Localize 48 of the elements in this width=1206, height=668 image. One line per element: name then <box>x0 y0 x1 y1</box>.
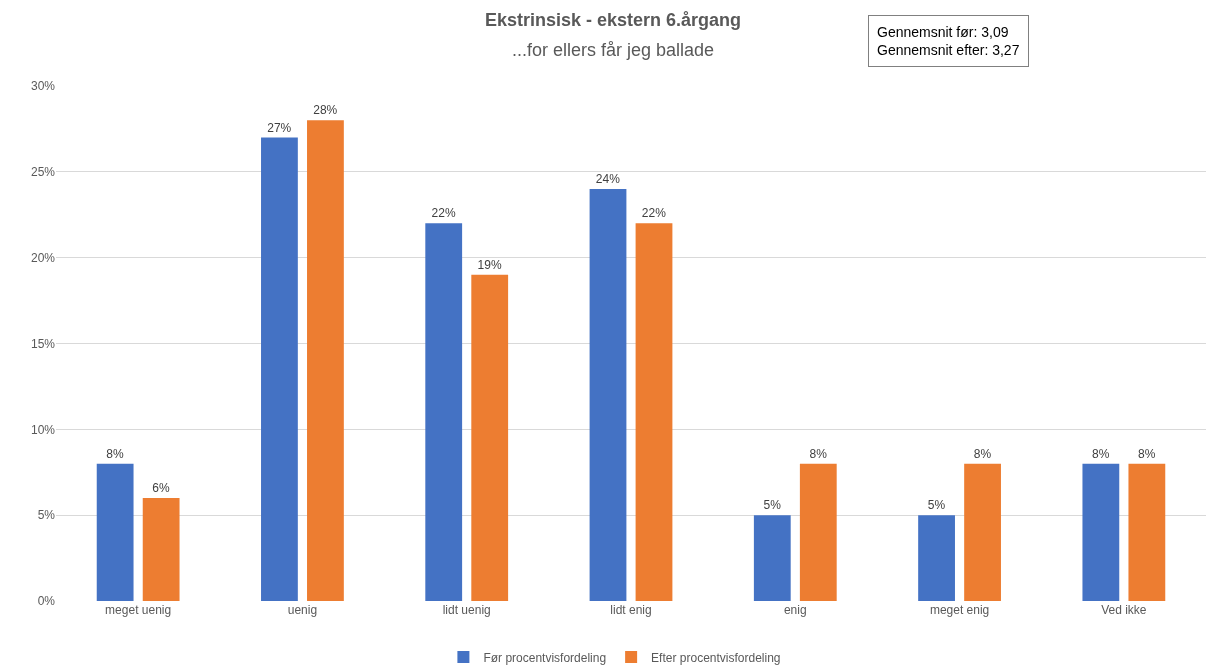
data-label: 22% <box>641 206 667 221</box>
legend-label: Før procentvisfordeling <box>483 650 607 665</box>
data-label: 5% <box>763 498 782 513</box>
bar <box>918 515 955 601</box>
y-tick-label: 20% <box>30 250 56 265</box>
bar <box>753 515 791 601</box>
x-tick-label: meget enig <box>929 603 990 617</box>
bar <box>96 463 134 601</box>
chart-title: Ekstrinsisk - ekstern 6.årgang <box>485 10 742 30</box>
x-tick-label: lidt uenig <box>442 603 491 617</box>
x-tick-label: lidt enig <box>610 603 652 617</box>
x-tick-label: meget uenig <box>105 603 172 617</box>
x-tick-label: enig <box>783 603 807 617</box>
data-label: 27% <box>267 120 292 135</box>
data-label: 24% <box>595 172 621 186</box>
bar <box>1082 463 1120 601</box>
legend-label: Efter procentvisfordeling <box>651 650 781 665</box>
text: Gennemsnit før: 3,09 <box>877 24 1009 40</box>
data-label: 8% <box>106 446 124 461</box>
y-tick-label: 25% <box>30 165 56 180</box>
y-tick-label: 5% <box>37 508 56 523</box>
data-label: 28% <box>313 103 338 118</box>
bar <box>799 463 837 601</box>
x-tick-label: uenig <box>287 603 318 617</box>
bar <box>964 463 1001 601</box>
bar <box>635 223 673 601</box>
bar <box>425 223 463 601</box>
y-tick-label: 0% <box>37 594 56 609</box>
x-tick-label: Ved ikke <box>1101 603 1147 617</box>
y-tick-label: 30% <box>30 79 56 94</box>
data-label: 8% <box>1092 446 1110 461</box>
data-label: 8% <box>973 446 992 461</box>
bar <box>307 120 344 601</box>
data-label: 8% <box>1138 446 1156 461</box>
bar <box>142 498 180 601</box>
bar <box>471 274 509 601</box>
data-label: 19% <box>477 257 502 272</box>
data-label: 6% <box>152 481 170 495</box>
data-label: 8% <box>809 446 828 461</box>
bar <box>589 189 627 601</box>
text: Gennemsnit efter: 3,27 <box>877 42 1020 59</box>
data-label: 5% <box>927 498 946 513</box>
data-label: 22% <box>431 206 456 221</box>
chart-subtitle: ...for ellers får jeg ballade <box>512 40 715 60</box>
y-tick-label: 10% <box>30 422 56 437</box>
bar <box>261 137 298 601</box>
y-tick-label: 15% <box>30 336 56 351</box>
bar <box>1128 463 1166 601</box>
